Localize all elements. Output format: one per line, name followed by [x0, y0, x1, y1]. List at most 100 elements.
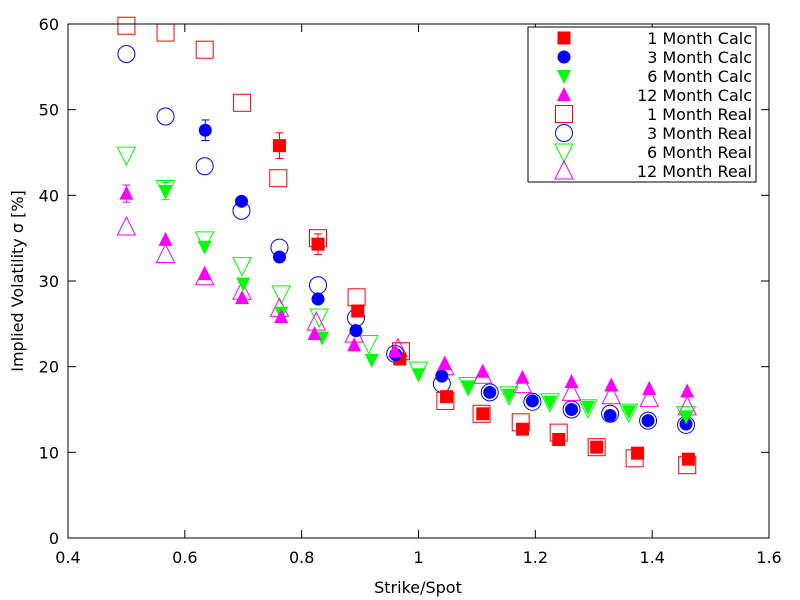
- data-point: [198, 123, 212, 137]
- legend-item: 3 Month Calc: [557, 48, 752, 67]
- y-tick-label: 50: [39, 101, 59, 120]
- data-point: [552, 432, 566, 446]
- data-point: [676, 406, 696, 426]
- data-point: [234, 194, 248, 208]
- data-point: [197, 240, 212, 255]
- data-point: [309, 308, 330, 329]
- legend-marker: [554, 143, 574, 164]
- legend-label: 1 Month Real: [647, 105, 752, 124]
- legend-marker: [555, 105, 573, 123]
- data-point: [117, 16, 136, 35]
- legend-item: 1 Month Real: [555, 105, 752, 124]
- data-point: [269, 169, 288, 188]
- data-point: [603, 408, 617, 422]
- data-point: [349, 324, 363, 338]
- data-point: [639, 387, 660, 407]
- data-point: [461, 380, 476, 395]
- legend-item: 12 Month Calc: [557, 86, 752, 105]
- data-point: [681, 452, 695, 466]
- data-point: [590, 440, 604, 454]
- legend-label: 6 Month Calc: [647, 67, 752, 86]
- data-point: [411, 368, 426, 383]
- data-point: [525, 394, 539, 408]
- series-2: [158, 181, 694, 425]
- data-point: [587, 438, 606, 457]
- data-point: [388, 343, 403, 358]
- y-axis-title: Implied Volatility σ [%]: [8, 190, 27, 372]
- data-point: [480, 383, 499, 402]
- legend-marker: [557, 50, 571, 64]
- legend-label: 3 Month Calc: [647, 48, 752, 67]
- data-point: [679, 410, 694, 425]
- data-point: [437, 356, 452, 371]
- y-tick-label: 30: [39, 272, 59, 291]
- x-tick-label: 1.4: [639, 548, 664, 567]
- y-tick-label: 20: [39, 358, 59, 377]
- data-point: [311, 237, 325, 251]
- x-tick-label: 1.2: [523, 548, 548, 567]
- series-4: [117, 16, 697, 475]
- data-point: [499, 386, 519, 407]
- data-point: [271, 285, 292, 305]
- data-point: [639, 411, 658, 430]
- data-point: [364, 353, 379, 368]
- series-6: [116, 146, 696, 426]
- data-point: [561, 381, 582, 401]
- data-point: [564, 374, 579, 389]
- data-point: [578, 399, 598, 419]
- data-point: [515, 422, 529, 436]
- data-point: [309, 276, 328, 295]
- legend-marker: [557, 31, 571, 45]
- data-point: [351, 304, 365, 318]
- data-point: [601, 404, 620, 423]
- series-0: [272, 132, 695, 466]
- legend-item: 6 Month Real: [554, 143, 752, 164]
- data-point: [236, 277, 251, 292]
- data-point: [359, 335, 379, 355]
- data-point: [540, 393, 560, 413]
- data-point: [156, 107, 175, 126]
- data-point: [272, 250, 286, 264]
- legend-label: 12 Month Calc: [637, 86, 752, 105]
- x-tick-label: 1: [413, 548, 423, 567]
- data-point: [435, 369, 449, 383]
- data-point: [272, 139, 286, 153]
- data-point: [618, 403, 639, 424]
- legend-marker: [557, 87, 571, 101]
- legend-label: 1 Month Calc: [647, 29, 752, 48]
- data-point: [233, 93, 252, 112]
- data-point: [117, 44, 136, 63]
- data-point: [604, 377, 619, 392]
- legend-label: 6 Month Real: [647, 143, 752, 162]
- x-tick-label: 1.6: [756, 548, 781, 567]
- legend-item: 12 Month Real: [554, 159, 752, 181]
- data-point: [515, 369, 530, 384]
- data-point: [476, 407, 490, 421]
- data-point: [311, 292, 325, 306]
- data-point: [502, 388, 517, 403]
- data-point: [307, 326, 322, 341]
- data-point: [116, 146, 137, 167]
- data-point: [475, 363, 490, 378]
- data-point: [195, 40, 214, 59]
- data-point: [158, 185, 173, 200]
- data-point: [195, 157, 214, 176]
- data-point: [458, 377, 478, 397]
- legend-item: 3 Month Real: [555, 124, 752, 143]
- legend-label: 3 Month Real: [647, 124, 752, 143]
- axes: 0.4 0.6 0.8 1 1.2 1.4 1.6 0 10 20 30 40 50 60: [39, 15, 782, 567]
- data-point: [542, 395, 557, 410]
- x-tick-label: 0.4: [55, 548, 80, 567]
- data-point: [601, 384, 622, 405]
- data-point: [274, 308, 289, 323]
- y-tick-label: 40: [39, 186, 59, 205]
- data-point: [523, 392, 542, 411]
- data-point: [562, 400, 581, 419]
- data-point: [116, 215, 137, 236]
- data-point: [642, 380, 657, 395]
- data-point: [197, 266, 212, 281]
- data-point: [631, 446, 645, 460]
- data-point: [483, 385, 497, 399]
